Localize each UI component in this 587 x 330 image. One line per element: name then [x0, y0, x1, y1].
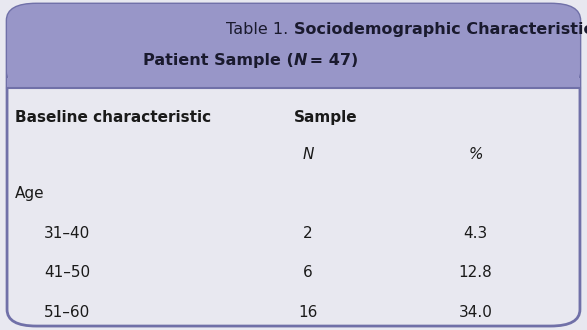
Bar: [7, 78, 580, 88]
Text: 6: 6: [303, 265, 313, 280]
Text: Patient Sample (: Patient Sample (: [143, 53, 294, 68]
Text: N: N: [302, 147, 314, 162]
Text: Sample: Sample: [294, 110, 357, 125]
Text: 16: 16: [298, 305, 318, 320]
Text: 12.8: 12.8: [458, 265, 492, 280]
FancyBboxPatch shape: [7, 4, 580, 326]
Text: Sociodemographic Characteristics of: Sociodemographic Characteristics of: [294, 22, 587, 37]
Text: Age: Age: [15, 186, 44, 201]
Text: 41–50: 41–50: [44, 265, 90, 280]
Text: 34.0: 34.0: [458, 305, 492, 320]
FancyBboxPatch shape: [7, 4, 580, 88]
Text: N: N: [294, 53, 307, 68]
Text: 2: 2: [303, 226, 313, 241]
Text: %: %: [468, 147, 483, 162]
Text: Table 1.: Table 1.: [226, 22, 294, 37]
Text: Baseline characteristic: Baseline characteristic: [15, 110, 211, 125]
Text: 31–40: 31–40: [44, 226, 90, 241]
Text: = 47): = 47): [304, 53, 358, 68]
Text: 51–60: 51–60: [44, 305, 90, 320]
Text: N = 47): N = 47): [294, 53, 361, 68]
Text: 4.3: 4.3: [463, 226, 488, 241]
